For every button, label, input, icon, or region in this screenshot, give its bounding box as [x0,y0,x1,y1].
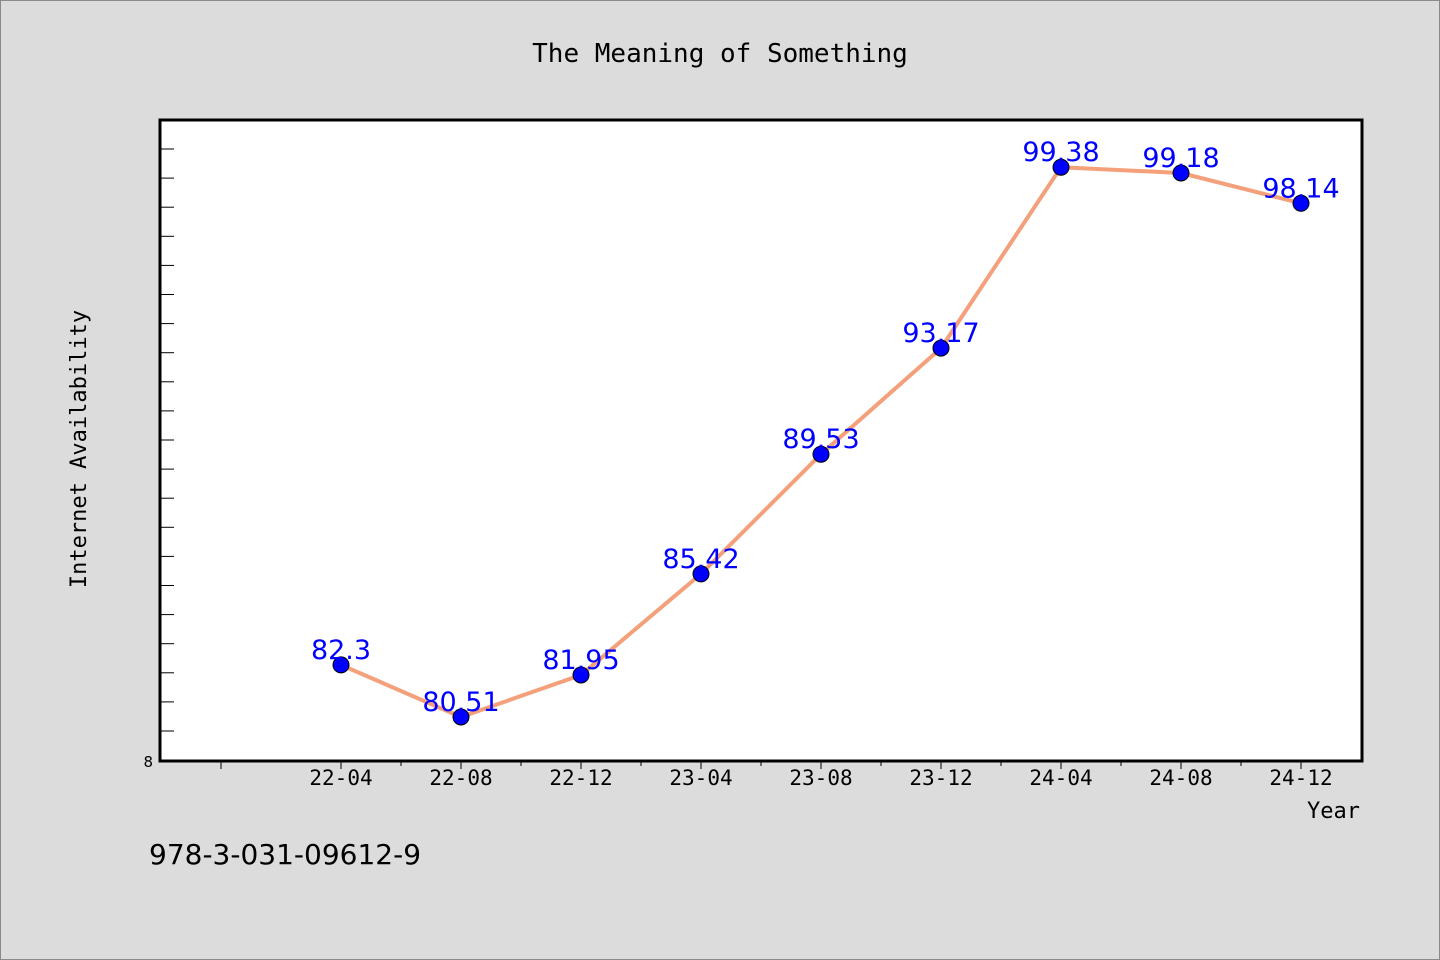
y-axis-label: Internet Availability [67,310,92,588]
data-label: 98.14 [1262,173,1339,204]
data-point-marker [692,565,710,583]
x-axis-tick-label: 24-04 [1029,766,1092,790]
data-point-marker [452,708,470,726]
data-point-marker [332,656,350,674]
data-label: 82.3 [311,635,371,666]
x-axis-tick-label: 22-04 [309,766,372,790]
data-label: 93.17 [902,318,979,349]
data-point-marker [1292,194,1310,212]
y-axis-ticks [160,148,174,732]
x-axis-tick-label: 24-12 [1269,766,1332,790]
chart-title: The Meaning of Something [532,39,908,69]
y-axis-tick-label: 8 [143,753,153,771]
data-point-marker [1172,164,1190,182]
data-label: 85.42 [662,544,739,575]
data-point-marker [1052,158,1070,176]
data-label: 89.53 [782,424,859,455]
x-axis-tick-labels: 22-04 22-08 22-12 23-04 23-08 23-12 24-04 24-08… [309,766,1332,790]
isbn-text: 978-3-031-09612-9 [149,838,421,871]
x-axis-tick-label: 22-12 [549,766,612,790]
plot-area [158,118,1364,763]
x-axis-ticks [220,761,1302,769]
data-point-marker [932,339,950,357]
data-label: 81.95 [542,645,619,676]
x-axis-tick-label: 23-08 [789,766,852,790]
x-axis-tick-label: 24-08 [1149,766,1212,790]
data-labels: 82.3 80.51 81.95 85.42 89.53 93.17 99.38 99.18 9… [311,137,1340,718]
data-point-markers [332,158,1310,726]
x-axis-tick-label: 23-04 [669,766,732,790]
x-axis-label: Year [1307,799,1360,824]
data-point-marker [812,445,830,463]
data-label: 99.18 [1142,143,1219,174]
x-axis-tick-label: 22-08 [429,766,492,790]
data-label: 80.51 [422,687,499,718]
x-axis-tick-label: 23-12 [909,766,972,790]
data-point-marker [572,666,590,684]
data-label: 99.38 [1022,137,1099,168]
